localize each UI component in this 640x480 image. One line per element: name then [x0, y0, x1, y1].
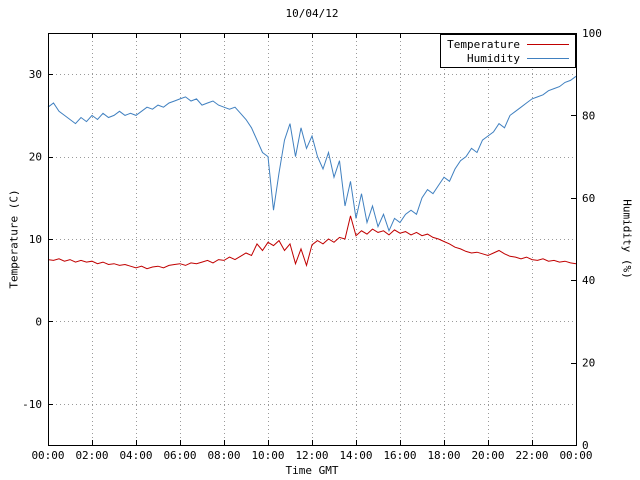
y-axis-left-label: Temperature (C)	[7, 189, 21, 289]
x-axis-label: Time GMT	[285, 464, 339, 477]
x-tick-label: 06:00	[163, 449, 196, 462]
x-tick-label: 16:00	[383, 449, 416, 462]
x-tick-label: 18:00	[427, 449, 460, 462]
x-tick-label: 20:00	[471, 449, 504, 462]
y-left-tick-label: 10	[29, 233, 42, 246]
y-right-tick-label: 100	[582, 27, 602, 40]
legend-line-humidity	[527, 57, 569, 59]
legend-line-temperature	[527, 43, 569, 45]
legend-entry-humidity: Humidity	[447, 51, 569, 65]
x-tick-label: 08:00	[207, 449, 240, 462]
y-left-tick-label: -10	[22, 398, 42, 411]
y-right-tick-label: 0	[582, 439, 589, 452]
series-line-humidity	[47, 75, 577, 233]
x-tick-label: 10:00	[251, 449, 284, 462]
x-tick-label: 12:00	[295, 449, 328, 462]
legend-entry-temperature: Temperature	[447, 37, 569, 51]
y-right-tick-label: 60	[582, 192, 595, 205]
legend-label-temperature: Temperature	[447, 37, 520, 51]
chart-title: 10/04/12	[285, 7, 339, 20]
y-axis-right-label: Humidity (%)	[620, 199, 634, 279]
legend: Temperature Humidity	[440, 34, 576, 68]
x-tick-label: 14:00	[339, 449, 372, 462]
y-left-tick-label: 30	[29, 68, 42, 81]
x-tick-label: 00:00	[31, 449, 64, 462]
y-right-tick-label: 80	[582, 109, 595, 122]
x-tick-label: 04:00	[119, 449, 152, 462]
legend-label-humidity: Humidity	[467, 51, 520, 65]
x-tick-label: 22:00	[515, 449, 548, 462]
x-tick-label: 02:00	[75, 449, 108, 462]
series-line-temperature	[47, 215, 577, 270]
y-left-tick-label: 0	[35, 315, 42, 328]
y-right-tick-label: 40	[582, 274, 595, 287]
x-tick-label: 00:00	[559, 449, 592, 462]
y-right-tick-label: 20	[582, 357, 595, 370]
y-left-tick-label: 20	[29, 151, 42, 164]
